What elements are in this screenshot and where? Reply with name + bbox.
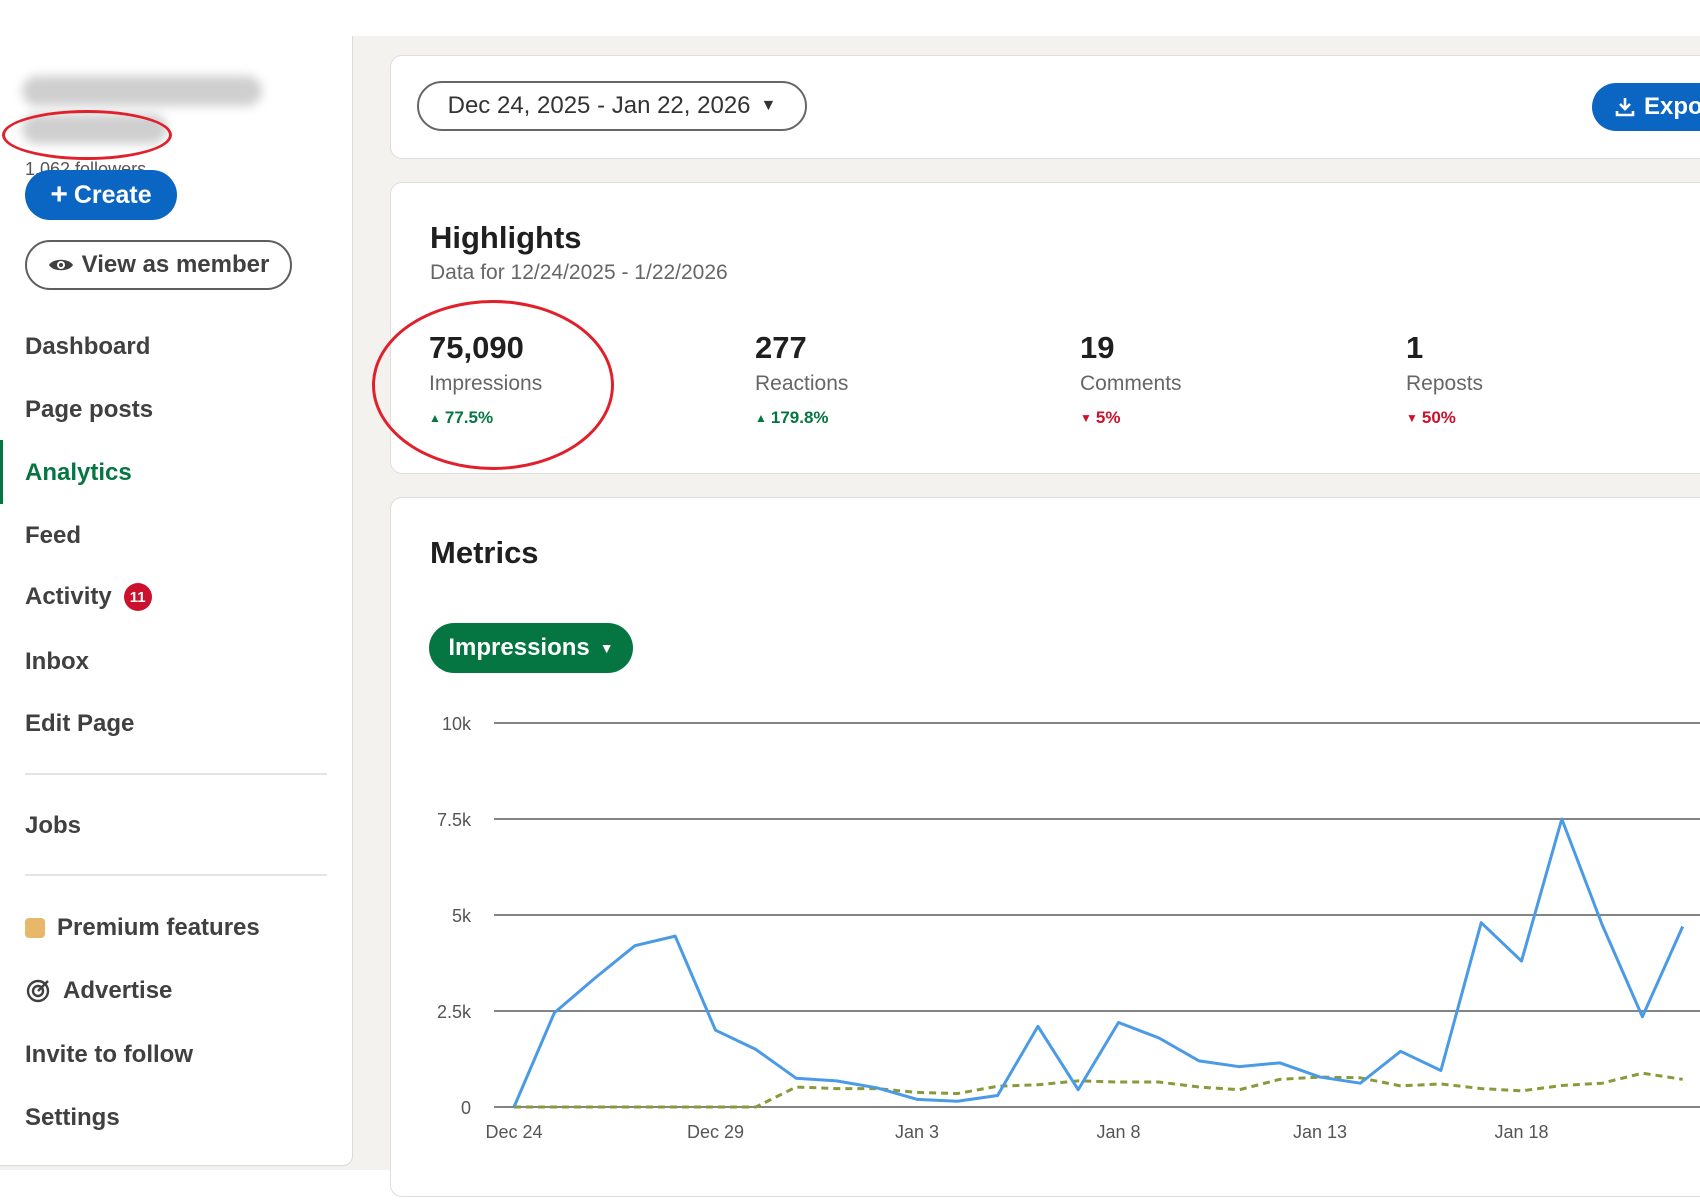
stat-value: 19: [1080, 330, 1115, 365]
sidebar-item-page-posts[interactable]: Page posts: [25, 396, 153, 424]
highlights-subtitle: Data for 12/24/2025 - 1/22/2026: [430, 261, 728, 284]
stat-change: ▲ 77.5%: [429, 408, 542, 428]
stat-value: 75,090: [429, 330, 524, 365]
sidebar-item-label: Jobs: [25, 812, 82, 839]
sidebar-item-invite-to-follow[interactable]: Invite to follow: [25, 1041, 193, 1069]
blurred-page-name-line2: [22, 114, 167, 144]
sidebar-item-label: Advertise: [63, 977, 173, 1004]
view-as-member-label: View as member: [81, 251, 270, 278]
stat-change-value: 179.8%: [770, 408, 829, 427]
blurred-page-name: [22, 76, 262, 106]
sidebar-divider: [25, 874, 327, 876]
stat-label: Comments: [1080, 372, 1182, 395]
sidebar-item-label: Invite to follow: [25, 1041, 193, 1068]
y-tick-label: 0: [461, 1098, 471, 1118]
stat-change: ▼ 5%: [1080, 408, 1182, 428]
x-tick-label: Dec 24: [485, 1122, 542, 1142]
metric-selector-label: Impressions: [448, 634, 590, 661]
caret-down-icon: ▼: [760, 97, 777, 114]
sidebar-item-advertise[interactable]: Advertise: [25, 977, 172, 1005]
stat-reactions: 277 Reactions ▲ 179.8%: [755, 330, 848, 428]
stat-reposts: 1 Reposts ▼ 50%: [1406, 330, 1483, 428]
toolbar-card: Dec 24, 2025 - Jan 22, 2026 ▼ Expo: [390, 55, 1700, 159]
date-range-label: Dec 24, 2025 - Jan 22, 2026: [447, 92, 751, 119]
sidebar-item-feed[interactable]: Feed: [25, 522, 81, 550]
series-line-current: [512, 817, 1685, 1108]
highlights-card: Highlights Data for 12/24/2025 - 1/22/20…: [390, 182, 1700, 474]
create-button-label: Create: [73, 180, 152, 209]
download-icon: [1615, 98, 1635, 117]
sidebar-item-label: Edit Page: [25, 710, 135, 737]
metric-selector-dropdown[interactable]: Impressions ▼: [429, 623, 633, 673]
stat-label: Reposts: [1406, 372, 1484, 395]
sidebar-item-dashboard[interactable]: Dashboard: [25, 333, 150, 361]
stat-value: 1: [1406, 330, 1424, 365]
sidebar-item-label: Dashboard: [25, 333, 151, 360]
export-button[interactable]: Expo: [1592, 83, 1700, 131]
stat-impressions: 75,090 Impressions ▲ 77.5%: [429, 330, 542, 428]
sidebar-item-label: Inbox: [25, 648, 89, 675]
arrow-down-icon: ▼: [1080, 411, 1092, 425]
sidebar: 1,062 followers: [0, 36, 353, 1166]
x-tick-label: Jan 18: [1494, 1122, 1548, 1142]
stat-label: Reactions: [755, 372, 849, 395]
sidebar-item-activity[interactable]: Activity 11: [25, 583, 152, 611]
sidebar-item-jobs[interactable]: Jobs: [25, 812, 81, 840]
arrow-up-icon: ▲: [429, 411, 441, 425]
activity-count-badge: 11: [123, 583, 152, 611]
x-tick-label: Jan 3: [895, 1122, 939, 1142]
sidebar-item-label: Settings: [25, 1104, 120, 1131]
premium-icon: [25, 918, 45, 938]
y-tick-label: 10k: [442, 714, 472, 734]
export-label: Expo: [1644, 93, 1700, 120]
sidebar-item-label: Feed: [25, 522, 82, 549]
date-range-dropdown[interactable]: Dec 24, 2025 - Jan 22, 2026 ▼: [417, 81, 807, 131]
highlights-title: Highlights: [430, 220, 582, 255]
impressions-line-chart: 10k 7.5k 5k 2.5k 0 Dec 24 Dec 29 Jan 3 Jan 8 Jan …: [437, 714, 1700, 1142]
stat-change-value: 5%: [1095, 408, 1121, 427]
sidebar-item-settings[interactable]: Settings: [25, 1104, 120, 1132]
x-tick-label: Dec 29: [687, 1122, 744, 1142]
stat-label: Impressions: [429, 372, 543, 395]
stat-comments: 19 Comments ▼ 5%: [1080, 330, 1182, 428]
create-button[interactable]: + Create: [25, 170, 177, 220]
sidebar-item-label: Page posts: [25, 396, 154, 423]
active-nav-indicator: [0, 440, 3, 504]
sidebar-item-label: Premium features: [57, 914, 260, 941]
plus-icon: +: [50, 178, 68, 211]
y-tick-label: 5k: [452, 906, 472, 926]
sidebar-item-label: Activity: [25, 583, 112, 610]
stat-change-value: 50%: [1421, 408, 1456, 427]
target-icon: [26, 979, 50, 1003]
sidebar-item-inbox[interactable]: Inbox: [25, 648, 89, 676]
stat-change: ▼ 50%: [1406, 408, 1483, 428]
arrow-down-icon: ▼: [1406, 411, 1418, 425]
metrics-card: Metrics: [390, 497, 1700, 1197]
sidebar-item-edit-page[interactable]: Edit Page: [25, 710, 134, 738]
eye-icon: [48, 259, 73, 271]
sidebar-item-label: Analytics: [25, 459, 132, 486]
stat-value: 277: [755, 330, 807, 365]
y-tick-label: 2.5k: [437, 1002, 472, 1022]
view-as-member-button[interactable]: View as member: [25, 240, 292, 290]
sidebar-item-premium-features[interactable]: Premium features: [25, 914, 260, 942]
caret-down-icon: ▼: [599, 640, 614, 656]
stat-change-value: 77.5%: [444, 408, 494, 427]
sidebar-divider: [25, 773, 327, 775]
stat-change: ▲ 179.8%: [755, 408, 848, 428]
metrics-title: Metrics: [430, 535, 539, 570]
arrow-up-icon: ▲: [755, 411, 767, 425]
sidebar-item-analytics[interactable]: Analytics: [25, 459, 132, 487]
y-tick-label: 7.5k: [437, 810, 472, 830]
x-tick-label: Jan 8: [1096, 1122, 1140, 1142]
series-line-previous: [514, 1071, 1683, 1109]
x-tick-label: Jan 13: [1293, 1122, 1347, 1142]
